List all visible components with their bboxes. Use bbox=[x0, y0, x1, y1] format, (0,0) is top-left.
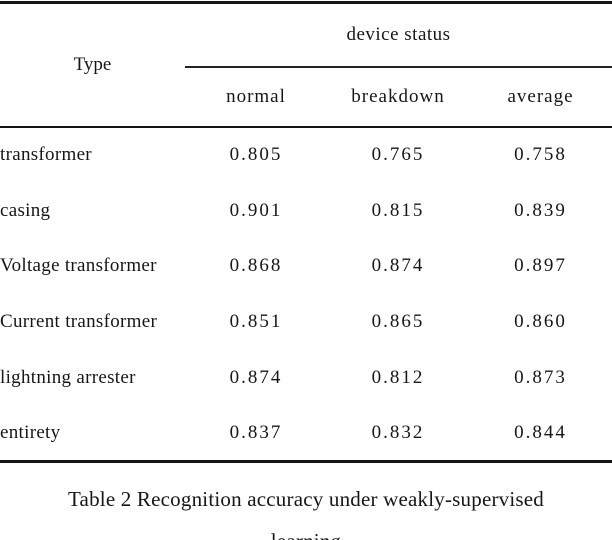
table-row: Current transformer 0.851 0.865 0.860 bbox=[0, 294, 612, 350]
row-label: transformer bbox=[0, 144, 92, 166]
table-row: entirety 0.837 0.832 0.844 bbox=[0, 405, 612, 461]
cell-value: 0.815 bbox=[371, 199, 425, 221]
cell-value: 0.860 bbox=[514, 310, 567, 332]
cell-value: 0.874 bbox=[371, 255, 425, 277]
row-label: Voltage transformer bbox=[0, 255, 157, 277]
header-row-subcolumns: normal breakdown average bbox=[0, 67, 612, 128]
cell-value: 0.874 bbox=[229, 366, 283, 388]
caption-line-1: Table 2 Recognition accuracy under weakl… bbox=[68, 486, 544, 511]
table-row: casing 0.901 0.815 0.839 bbox=[0, 183, 612, 239]
cell-value: 0.812 bbox=[371, 366, 425, 388]
table-row: lightning arrester 0.874 0.812 0.873 bbox=[0, 350, 612, 406]
caption-line-2: learning bbox=[0, 520, 612, 540]
column-group-header-device-status: device status bbox=[185, 2, 612, 68]
header-row-group: Type device status bbox=[0, 2, 612, 128]
cell-value: 0.873 bbox=[514, 366, 567, 388]
row-label: Current transformer bbox=[0, 310, 158, 332]
cell-value: 0.868 bbox=[229, 255, 283, 277]
row-label: entirety bbox=[0, 421, 61, 443]
table-caption: Table 2 Recognition accuracy under weakl… bbox=[0, 478, 612, 540]
table-row: Voltage transformer 0.868 0.874 0.897 bbox=[0, 238, 612, 294]
results-table: Type device status normal breakdown aver… bbox=[0, 1, 612, 463]
table-row: transformer 0.805 0.765 0.758 bbox=[0, 127, 612, 183]
cell-value: 0.832 bbox=[371, 421, 425, 443]
cell-value: 0.758 bbox=[514, 144, 567, 166]
row-label: casing bbox=[0, 199, 51, 221]
cell-value: 0.765 bbox=[371, 144, 425, 166]
cell-value: 0.837 bbox=[229, 421, 283, 443]
column-header-breakdown: breakdown bbox=[327, 67, 469, 128]
cell-value: 0.851 bbox=[229, 310, 283, 332]
cell-value: 0.805 bbox=[229, 144, 283, 166]
column-header-normal: normal bbox=[185, 67, 327, 128]
column-header-average: average bbox=[469, 67, 612, 128]
cell-value: 0.901 bbox=[229, 199, 283, 221]
cell-value: 0.897 bbox=[514, 255, 567, 277]
cell-value: 0.865 bbox=[371, 310, 425, 332]
row-label: lightning arrester bbox=[0, 366, 136, 388]
column-header-type: Type bbox=[0, 2, 185, 128]
cell-value: 0.839 bbox=[514, 199, 567, 221]
cell-value: 0.844 bbox=[514, 421, 567, 443]
